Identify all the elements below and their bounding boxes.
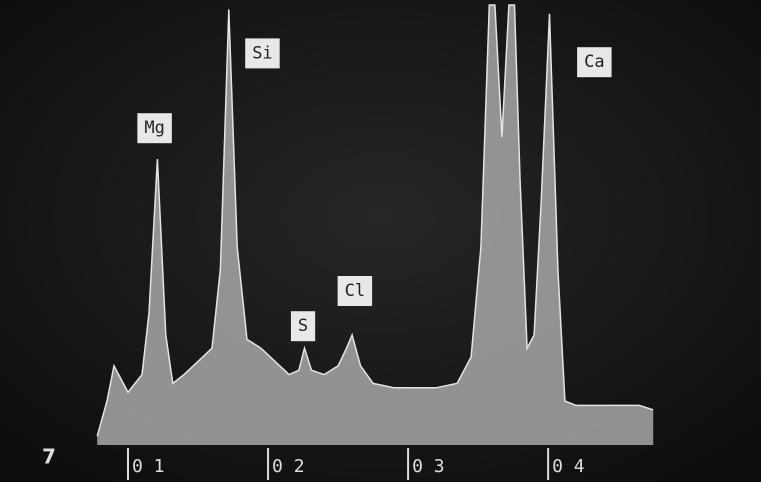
x-tick-label: 0 1 <box>132 456 165 477</box>
corner-label: 7 <box>42 445 56 469</box>
peak-label-text: Mg <box>144 118 164 138</box>
peak-label: Mg <box>137 113 172 144</box>
peak-label: Ca <box>577 47 612 78</box>
peak-label-text: Si <box>252 43 272 63</box>
x-tick-label: 0 4 <box>552 456 585 477</box>
peak-label-box <box>245 38 280 69</box>
peak-label-text: Cl <box>345 281 365 301</box>
peak-label: S <box>290 311 316 342</box>
peak-label-box <box>290 311 316 342</box>
peak-label-text: Ca <box>584 52 604 72</box>
spectrum-area <box>97 5 654 445</box>
peak-label-box <box>137 113 172 144</box>
peak-label: Cl <box>337 276 373 306</box>
peak-label-text: S <box>298 316 308 336</box>
peak-label: Si <box>245 38 280 69</box>
spectrum-line <box>96 4 654 437</box>
x-tick-label: 0 3 <box>412 456 445 477</box>
peak-label-box <box>337 276 373 306</box>
x-tick-label: 0 2 <box>272 456 305 477</box>
peak-label-box <box>577 47 612 78</box>
